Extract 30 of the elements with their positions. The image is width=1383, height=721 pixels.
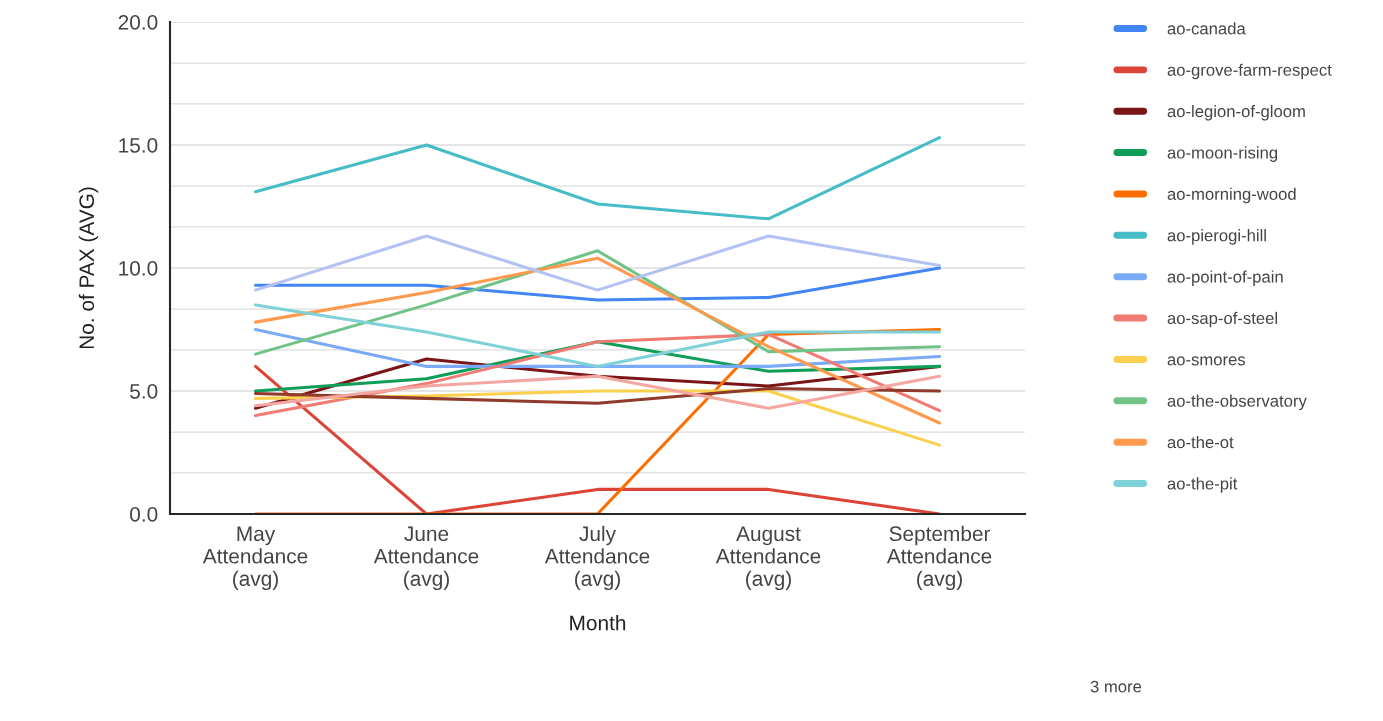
x-tick-label: June Attendance (avg) (373, 526, 479, 591)
legend-label: ao-canada (1167, 22, 1246, 35)
y-axis-title: No. of PAX (AVG) (78, 187, 99, 349)
text: 3 more (1090, 680, 1142, 693)
line-series (253, 136, 942, 221)
legend-label: ao-pierogi-hill (1167, 229, 1266, 245)
line-series (253, 266, 942, 302)
line-series (253, 374, 942, 410)
legend-label: ao-grove-farm-respect (1167, 63, 1332, 80)
legend-label: ao-point-of-pain (1167, 270, 1283, 286)
x-axis-title: Month (570, 615, 626, 631)
legend-label: ao-morning-wood (1167, 187, 1296, 204)
y-tick-label: 20.0 (118, 15, 158, 30)
x-tick-label: July Attendance (avg) (544, 525, 650, 591)
y-tick-label: 0.0 (130, 507, 158, 522)
legend-label: ao-moon-rising (1167, 146, 1278, 162)
x-tick-label: August Attendance (avg) (715, 526, 821, 591)
legend-label: ao-sap-of-steel (1167, 311, 1277, 328)
y-tick-label: 5.0 (130, 384, 158, 399)
x-tick-label: September Attendance (avg) (886, 525, 992, 591)
line-series (253, 387, 942, 405)
line-series (253, 256, 942, 425)
x-tick-label: May Attendance (avg) (202, 526, 308, 591)
y-tick-label: 15.0 (119, 138, 158, 153)
y-tick-label: 10.0 (119, 261, 158, 276)
legend-label: ao-smores (1167, 356, 1246, 366)
legend-label: ao-the-ot (1167, 435, 1234, 449)
legend-label: ao-the-pit (1167, 477, 1238, 493)
legend-label: ao-legion-of-gloom (1167, 104, 1305, 121)
legend-label: ao-the-observatory (1167, 394, 1307, 411)
